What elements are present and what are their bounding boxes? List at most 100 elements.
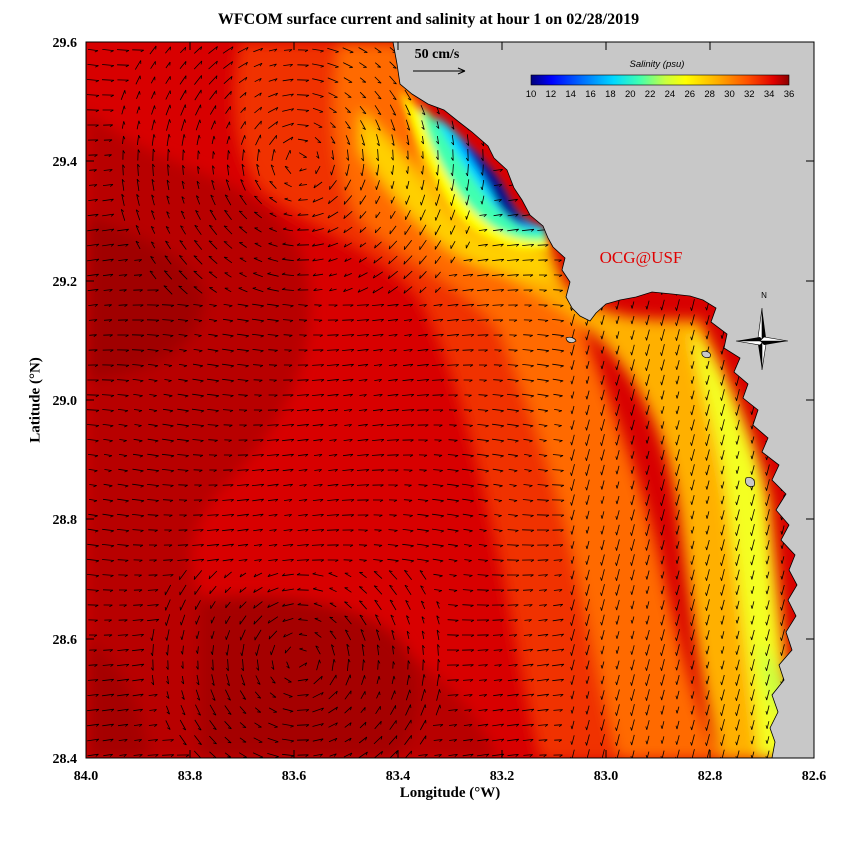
current-vector	[537, 544, 549, 548]
current-vector	[477, 589, 489, 593]
current-vector	[102, 424, 114, 428]
current-vector	[253, 272, 263, 278]
current-vector	[299, 647, 307, 652]
current-vector	[387, 286, 399, 294]
current-vector	[268, 121, 279, 129]
current-vector	[239, 272, 247, 278]
current-vector	[237, 46, 249, 54]
current-vector	[313, 122, 323, 128]
current-vector	[750, 689, 755, 701]
current-vector	[192, 439, 204, 443]
chart-title: WFCOM surface current and salinity at ho…	[217, 11, 640, 28]
current-vector	[478, 709, 488, 712]
current-vector	[223, 424, 233, 428]
current-vector	[675, 735, 680, 745]
current-vector	[239, 242, 247, 248]
current-vector	[117, 723, 129, 727]
current-vector	[447, 528, 459, 533]
current-vector	[522, 423, 534, 428]
current-vector	[312, 587, 323, 592]
current-vector	[419, 719, 427, 731]
current-vector	[296, 572, 310, 576]
current-vector	[750, 586, 755, 594]
current-vector	[356, 484, 370, 487]
current-vector	[102, 228, 115, 232]
current-vector	[391, 675, 396, 685]
current-vector	[102, 589, 114, 593]
current-vector	[374, 379, 382, 383]
current-vector	[210, 616, 215, 624]
current-vector	[212, 151, 216, 159]
current-vector	[195, 646, 199, 654]
current-vector	[329, 107, 337, 113]
current-vector	[122, 164, 126, 176]
current-vector	[239, 690, 247, 700]
current-vector	[600, 480, 605, 490]
current-vector	[705, 511, 710, 519]
current-vector	[780, 644, 785, 656]
current-vector	[492, 258, 505, 262]
current-vector	[600, 645, 605, 655]
current-vector	[537, 693, 550, 697]
current-vector	[87, 604, 99, 608]
current-vector	[765, 464, 770, 476]
current-vector	[645, 720, 650, 730]
current-vector	[207, 378, 220, 383]
current-vector	[132, 304, 144, 308]
current-vector	[102, 708, 115, 712]
current-vector	[224, 287, 232, 293]
current-vector	[210, 194, 216, 206]
vector-scale-label: 50 cm/s	[415, 47, 460, 62]
current-vector	[359, 106, 367, 115]
current-vector	[343, 439, 353, 442]
current-vector	[690, 299, 695, 311]
current-vector	[735, 689, 740, 701]
current-vector	[615, 704, 620, 716]
current-vector	[150, 76, 156, 84]
current-vector	[372, 271, 384, 279]
current-vector	[645, 629, 650, 641]
current-vector	[298, 152, 308, 158]
current-vector	[192, 363, 204, 368]
current-vector	[420, 585, 426, 595]
current-vector	[675, 570, 680, 580]
current-vector	[162, 739, 174, 742]
current-vector	[765, 479, 770, 491]
current-vector	[390, 210, 396, 220]
current-vector	[554, 574, 562, 578]
current-vector	[523, 634, 533, 637]
current-vector	[522, 589, 534, 593]
current-vector	[552, 694, 564, 697]
current-vector	[690, 345, 695, 355]
current-vector	[117, 334, 129, 338]
current-vector	[508, 304, 518, 308]
current-vector	[103, 334, 113, 338]
current-vector	[372, 318, 384, 322]
x-tick-label: 83.8	[178, 769, 203, 784]
current-vector	[267, 737, 279, 743]
current-vector	[447, 513, 459, 518]
current-vector	[477, 468, 489, 473]
current-vector	[237, 318, 249, 323]
current-vector	[196, 134, 201, 146]
current-vector	[448, 288, 458, 292]
current-vector	[417, 348, 429, 352]
current-vector	[327, 242, 339, 248]
current-vector	[690, 555, 695, 565]
current-vector	[538, 424, 548, 428]
current-vector	[313, 753, 323, 757]
current-vector	[149, 45, 157, 55]
current-vector	[282, 122, 294, 128]
current-vector	[390, 705, 397, 715]
current-vector	[132, 319, 144, 323]
current-vector	[492, 453, 504, 458]
current-vector	[493, 379, 503, 383]
current-vector	[402, 378, 414, 382]
current-vector	[585, 644, 590, 656]
current-vector	[539, 289, 547, 293]
current-vector	[432, 333, 444, 337]
current-vector	[675, 464, 680, 476]
current-vector	[735, 539, 740, 551]
current-vector	[403, 303, 413, 307]
current-vector	[660, 329, 665, 341]
